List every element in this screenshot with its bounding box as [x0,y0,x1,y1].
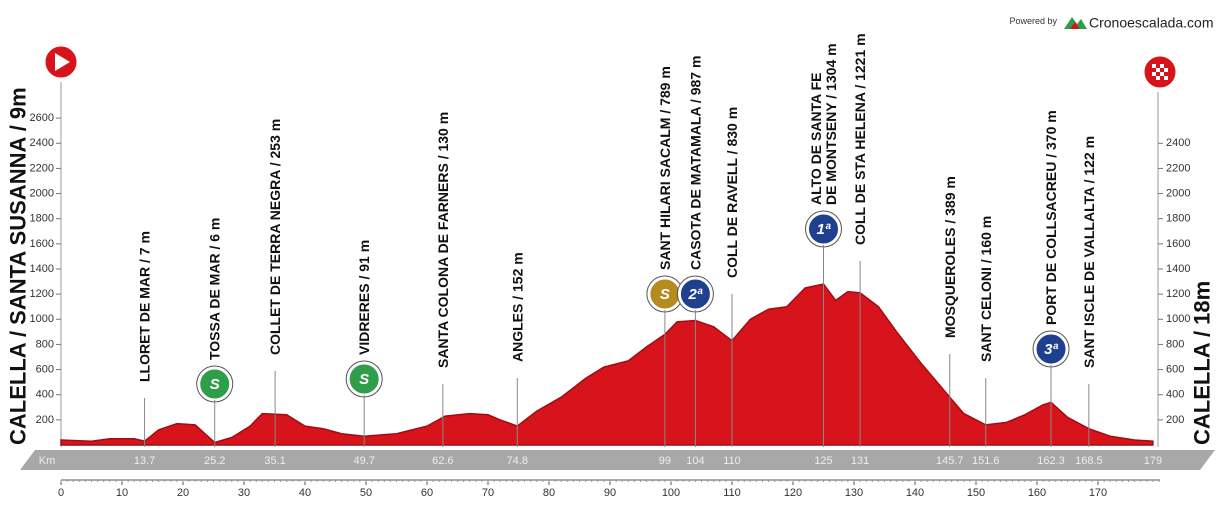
x-tick-label: 140 [906,487,924,499]
brand-logo-accent [1070,22,1080,29]
finish-marker [1141,53,1179,91]
y2-tick-label: 2400 [1166,137,1190,149]
waypoint-label: CASOTA DE MATAMALA / 987 m [687,56,703,270]
brand: Cronoescalada.com [1089,15,1214,31]
finish-check [1152,64,1156,68]
y-tick-label: 2200 [30,162,54,174]
x-tick-label: 150 [967,487,985,499]
finish-check [1152,72,1156,76]
waypoint-label: DE MONTSENY / 1304 m [823,43,839,205]
y-tick-label: 200 [36,414,54,426]
x-tick-label: 170 [1089,487,1107,499]
y2-tick-label: 800 [1166,338,1184,350]
x-tick-label: 0 [58,487,64,499]
badge-text: S [660,286,670,303]
km-value: 74.8 [507,455,528,467]
x-tick-label: 50 [360,487,372,499]
start-icon [55,53,70,71]
start-name: CALELLA / SANTA SUSANNA / 9m [6,87,31,445]
y-tick-label: 1800 [30,213,54,225]
waypoint-label: SANT HILARI SACALM / 789 m [657,66,673,270]
finish-check [1156,76,1160,80]
km-value: 168.5 [1075,455,1103,467]
y2-tick-label: 1400 [1166,263,1190,275]
waypoint-label: COLLET DE TERRA NEGRA / 253 m [267,119,283,355]
x-tick-label: 110 [723,487,741,499]
y2-tick-label: 1600 [1166,238,1190,250]
km-value: 151.6 [972,455,1000,467]
km-value: 99 [659,455,671,467]
y2-tick-label: 2200 [1166,162,1190,174]
badge-text: S [210,376,220,393]
km-label: Km [39,455,56,467]
badge-text: 2ª [687,286,702,303]
waypoint-label: COLL DE STA HELENA / 1221 m [852,33,868,245]
x-tick-label: 80 [543,487,555,499]
y2-tick-label: 1000 [1166,313,1190,325]
km-value: 110 [723,455,741,467]
km-value: 104 [686,455,704,467]
powered-by: Powered by [1009,16,1057,26]
x-tick-label: 40 [299,487,311,499]
y-tick-label: 800 [36,338,54,350]
y-tick-label: 2000 [30,187,54,199]
x-tick-label: 30 [238,487,250,499]
x-tick-label: 20 [177,487,189,499]
waypoint-label: SANTA COLONA DE FARNERS / 130 m [435,112,451,368]
waypoint-label: COLL DE RAVELL / 830 m [724,107,740,278]
km-value: 179 [1144,455,1162,467]
waypoint-label: MOSQUEROLES / 389 m [942,176,958,338]
y-tick-label: 1400 [30,263,54,275]
finish-check [1156,68,1160,72]
x-tick-label: 100 [662,487,680,499]
km-value: 62.6 [432,455,453,467]
waypoint-label: VIDRERES / 91 m [356,240,372,355]
waypoint-label: SANT ISCLE DE VALLALTA / 122 m [1081,136,1097,368]
y-tick-label: 1000 [30,313,54,325]
x-tick-label: 60 [421,487,433,499]
km-value: 35.1 [264,455,285,467]
waypoint-label: PORT DE COLLSACREU / 370 m [1043,110,1059,325]
y2-tick-label: 600 [1166,363,1184,375]
y-tick-label: 2400 [30,137,54,149]
x-tick-label: 10 [116,487,128,499]
km-value: 49.7 [353,455,374,467]
x-tick-label: 70 [482,487,494,499]
y-tick-label: 600 [36,363,54,375]
km-value: 162.3 [1037,455,1065,467]
y2-tick-label: 1800 [1166,213,1190,225]
y2-tick-label: 400 [1166,389,1184,401]
finish-check [1160,72,1164,76]
y2-tick-label: 200 [1166,414,1184,426]
km-value: 131 [851,455,869,467]
badge-text: S [359,371,369,388]
finish-check [1164,68,1168,72]
km-value: 145.7 [936,455,964,467]
km-strip [20,450,1215,470]
x-tick-label: 90 [604,487,616,499]
y-tick-label: 1200 [30,288,54,300]
badge-text: 3ª [1044,341,1058,358]
km-value: 125 [814,455,832,467]
x-tick-label: 120 [784,487,802,499]
y-tick-label: 1600 [30,238,54,250]
badge-text: 1ª [817,221,831,238]
km-value: 25.2 [204,455,225,467]
finish-check [1160,64,1164,68]
finish-name: CALELLA / 18m [1190,281,1215,445]
waypoint-label: ALTO DE SANTA FE [808,73,824,205]
km-value: 13.7 [134,455,155,467]
y-tick-label: 400 [36,389,54,401]
y-tick-label: 2600 [30,112,54,124]
waypoint-label: ANGLES / 152 m [509,252,525,362]
y2-tick-label: 1200 [1166,288,1190,300]
x-tick-label: 130 [845,487,863,499]
waypoint-label: TOSSA DE MAR / 6 m [207,218,223,360]
waypoint-label: SANT CELONI / 160 m [978,216,994,362]
y2-tick-label: 2000 [1166,187,1190,199]
x-tick-label: 160 [1028,487,1046,499]
waypoint-label: LLORET DE MAR / 7 m [137,231,153,382]
finish-check [1164,76,1168,80]
